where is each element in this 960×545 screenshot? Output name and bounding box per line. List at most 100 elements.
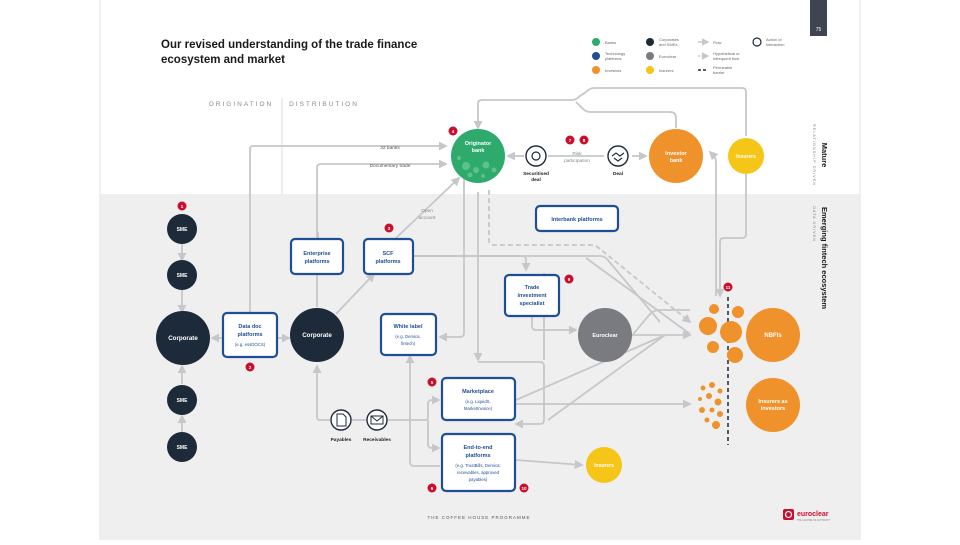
whitelabel-label-2: (e.g. Demica, bbox=[395, 334, 421, 339]
originator-label-2: bank bbox=[472, 148, 486, 154]
label-32-banks: 32 banks bbox=[380, 145, 400, 151]
investor-bank-label-1: Investor bbox=[665, 151, 687, 157]
nbfis-label: NBFIs bbox=[764, 333, 782, 339]
legend-hypothetical-label-2: infrequent flow bbox=[713, 56, 739, 61]
page-number-tab bbox=[810, 0, 827, 36]
e2e-label-5: payables) bbox=[469, 477, 488, 482]
securitised-deal-action: Securitised deal bbox=[523, 145, 549, 183]
insurers-investors-cluster: Insurers as investors bbox=[698, 378, 800, 432]
scf-platforms-box: SCF platforms bbox=[362, 237, 415, 276]
emerging-label: Emerging fintech ecosystem bbox=[820, 207, 829, 309]
legend-investors-label: Investors bbox=[605, 68, 621, 73]
legend-tech-label-2: platforms bbox=[605, 56, 621, 61]
e2e-label-2: platforms bbox=[465, 453, 490, 459]
label-documentary-trade: Documentary trade bbox=[370, 163, 411, 169]
sme-node-1-label: SME bbox=[177, 227, 189, 233]
datadoc-platforms-box: Data doc platforms (e.g. essDOCS) bbox=[221, 311, 279, 359]
interbank-platforms-box: Interbank platforms bbox=[534, 204, 620, 233]
legend-hypothetical-label-1: Hypothetical or bbox=[713, 51, 740, 56]
badge-2: 2 bbox=[249, 365, 252, 370]
datadoc-label-1: Data doc bbox=[238, 324, 261, 330]
badge-9: 9 bbox=[568, 277, 571, 282]
end-to-end-box: End-to-end platforms (e.g. TrustBills, D… bbox=[440, 432, 517, 493]
legend-action-swatch bbox=[752, 37, 762, 47]
scf-label-1: SCF bbox=[383, 251, 395, 257]
badge-4: 4 bbox=[452, 129, 455, 134]
brand-sub: THE CENTRE OF AUTHORITY bbox=[797, 519, 831, 522]
envelope-icon bbox=[370, 415, 384, 425]
badge-3: 3 bbox=[388, 226, 391, 231]
legend-euroclear-swatch bbox=[646, 52, 654, 60]
legend-flow-label: Flow bbox=[713, 40, 722, 45]
e2e-label-3: (e.g. TrustBills, Demica: bbox=[455, 463, 500, 468]
marketplace-box: Marketplace (e.g. LiquidX, MarketInvoice… bbox=[440, 376, 517, 422]
payables-action: Payables bbox=[330, 409, 352, 443]
label-risk-1: Risk bbox=[572, 151, 582, 157]
investor-bank-label-2: bank bbox=[670, 158, 684, 164]
legend-action-label-2: interaction bbox=[766, 42, 784, 47]
legend-action-label-1: Action or bbox=[766, 37, 782, 42]
corporate-left-label: Corporate bbox=[168, 335, 198, 342]
trade-label-1: Trade bbox=[525, 285, 540, 291]
legend-tech-swatch bbox=[592, 52, 600, 60]
page-title-line-1: Our revised understanding of the trade f… bbox=[161, 39, 417, 51]
insurers-bottom-label: Insurers bbox=[594, 463, 614, 469]
whitelabel-label-3: fintech) bbox=[401, 341, 416, 346]
insurers-node-top: Insurers bbox=[728, 138, 764, 174]
emerging-sub-label: DATA DRIVEN bbox=[812, 206, 816, 242]
badge-6: 6 bbox=[431, 486, 434, 491]
insurers-top-label: Insurers bbox=[736, 154, 756, 160]
marketplace-label-2: (e.g. LiquidX, bbox=[465, 399, 490, 404]
nbfis-node bbox=[746, 308, 800, 362]
receivables-action: Receivables bbox=[363, 409, 391, 443]
origination-label: ORIGINATION bbox=[209, 101, 274, 108]
insurers-investors-label-1: Insurers as bbox=[758, 399, 787, 405]
badge-5: 5 bbox=[431, 380, 434, 385]
legend-banks-swatch bbox=[592, 38, 600, 46]
enterprise-label-2: platforms bbox=[304, 259, 329, 265]
e2e-label-4: receivables, approved bbox=[457, 470, 500, 475]
legend-insurers-swatch bbox=[646, 66, 654, 74]
label-open-account-1: Open bbox=[421, 208, 433, 214]
payables-label: Payables bbox=[331, 437, 352, 443]
page-title-line-2: ecosystem and market bbox=[161, 54, 285, 66]
badge-8: 8 bbox=[583, 138, 586, 143]
handshake-icon bbox=[611, 152, 625, 162]
legend-corporates-label-1: Corporates bbox=[659, 37, 679, 42]
euroclear-logo: euroclear THE CENTRE OF AUTHORITY bbox=[783, 509, 831, 522]
hypothetical-lines bbox=[488, 190, 692, 324]
enterprise-label-1: Enterprise bbox=[303, 251, 330, 257]
label-risk-2: participation bbox=[564, 158, 590, 164]
sme-node-3: SME bbox=[167, 385, 197, 415]
mature-label: Mature bbox=[820, 143, 829, 168]
brand-name: euroclear bbox=[797, 511, 829, 518]
insurers-investors-node bbox=[746, 378, 800, 432]
legend: Banks Technology platforms Investors Cor… bbox=[592, 37, 784, 75]
securitised-label-1: Securitised bbox=[523, 171, 549, 177]
investor-bank-node: Investor bank bbox=[649, 129, 703, 183]
sme-node-2-label: SME bbox=[177, 273, 189, 279]
deal-action: Deal bbox=[607, 145, 629, 177]
corporate-node-left: Corporate bbox=[156, 311, 210, 365]
euroclear-node: Euroclear bbox=[578, 308, 632, 362]
badges: 1 2 3 4 5 6 7 8 9 10 11 bbox=[177, 126, 733, 493]
sme-node-1: SME bbox=[167, 214, 197, 244]
mature-sub-label: RELATIONSHIP DRIVEN bbox=[812, 124, 816, 186]
legend-corporates-swatch bbox=[646, 38, 654, 46]
legend-euroclear-label: Euroclear bbox=[659, 54, 677, 59]
flow-lines bbox=[177, 87, 747, 469]
legend-banks-label: Banks bbox=[605, 40, 616, 45]
legend-investors-swatch bbox=[592, 66, 600, 74]
nbfi-cluster: NBFIs bbox=[699, 304, 800, 363]
whitelabel-box: White label (e.g. Demica, fintech) bbox=[379, 312, 438, 357]
trade-label-2: investment bbox=[517, 293, 546, 299]
marketplace-label-3: MarketInvoice) bbox=[464, 406, 493, 411]
label-open-account-2: account bbox=[419, 215, 436, 221]
corporate-right-label: Corporate bbox=[302, 332, 332, 339]
datadoc-label-3: (e.g. essDOCS) bbox=[235, 342, 266, 347]
distribution-label: DISTRIBUTION bbox=[289, 101, 359, 108]
securitised-label-2: deal bbox=[531, 177, 541, 183]
badge-7: 7 bbox=[569, 138, 572, 143]
